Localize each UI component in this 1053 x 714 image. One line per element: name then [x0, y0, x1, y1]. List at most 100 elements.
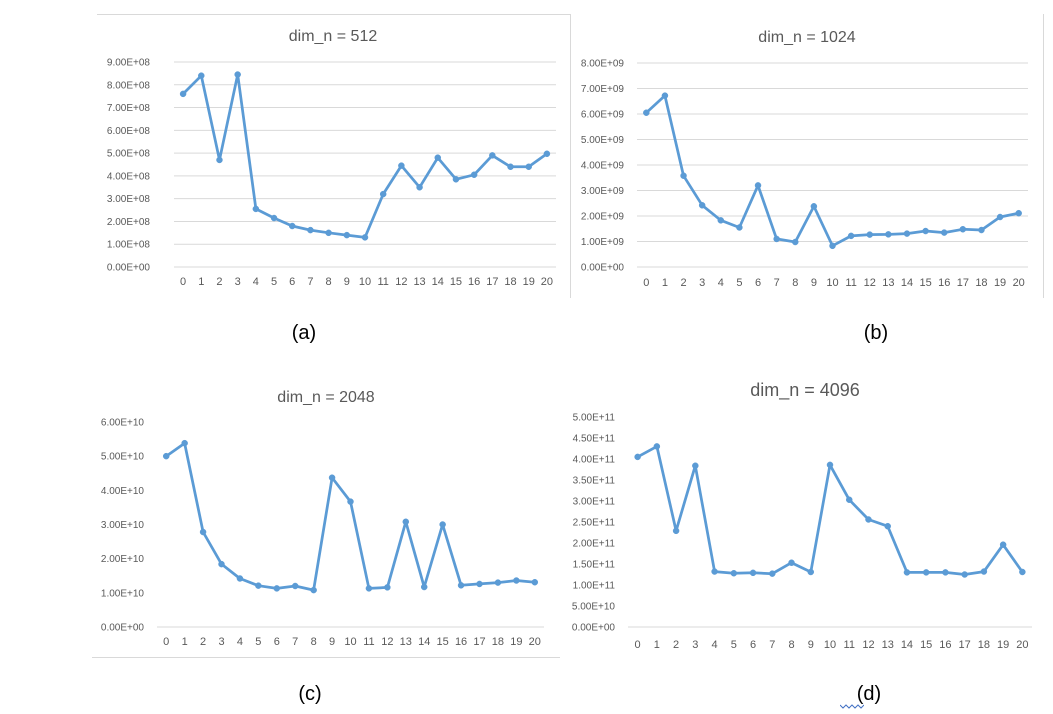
- x-tick-label: 20: [541, 276, 553, 288]
- x-tick-label: 0: [180, 276, 186, 288]
- x-tick-label: 11: [845, 277, 856, 289]
- caption-a: (a): [291, 322, 317, 344]
- x-tick-label: 4: [237, 636, 243, 648]
- data-point: [980, 568, 988, 575]
- data-point: [792, 238, 799, 246]
- y-tick-label: 3.00E+08: [107, 194, 151, 205]
- x-tick-label: 2: [673, 639, 679, 651]
- chart-svg-c: dim_n = 2048 0.00E+00 1.00E+10 2.00E+10 3.00…: [101, 389, 544, 648]
- data-point: [525, 163, 532, 171]
- data-point: [199, 528, 207, 536]
- data-point: [807, 568, 815, 576]
- data-point: [961, 571, 968, 578]
- x-tick-label: 8: [788, 639, 794, 651]
- data-point: [234, 71, 241, 78]
- x-tick-label: 7: [307, 276, 313, 288]
- x-tick-label: 12: [862, 639, 874, 651]
- chart-svg-b: dim_n = 1024 0.00E+00 1.00E+09 2.00E+09 3.00…: [581, 29, 1028, 289]
- data-point: [252, 205, 260, 213]
- y-tick-label: 0.00E+00: [101, 623, 145, 634]
- data-point: [922, 227, 929, 235]
- frame-line-bottom-c: [92, 657, 560, 658]
- data-point: [361, 234, 369, 241]
- chart-title: dim_n = 1024: [758, 29, 856, 46]
- chart-svg-d: dim_n = 4096 0.00E+00 5.00E+10 1.00E+11 1.50…: [572, 380, 1032, 651]
- x-tick-label: 3: [699, 277, 705, 289]
- x-tick-label: 19: [510, 636, 522, 648]
- y-tick-label: 7.00E+08: [107, 103, 151, 114]
- data-point: [922, 569, 930, 576]
- y-tick-label: 2.00E+11: [573, 539, 616, 550]
- data-point: [810, 203, 818, 210]
- x-tick-label: 10: [824, 639, 836, 651]
- x-tick-label: 13: [413, 276, 425, 288]
- y-tick-label: 2.00E+10: [101, 554, 145, 565]
- chart-panel-d: dim_n = 4096 0.00E+00 5.00E+10 1.00E+11 1.50…: [560, 368, 1043, 658]
- x-tick-label: 17: [957, 277, 969, 289]
- y-tick-label: 2.00E+09: [581, 212, 625, 223]
- y-tick-label: 1.50E+11: [573, 560, 616, 571]
- y-tick-label: 4.00E+10: [101, 486, 145, 497]
- caption-c: (c): [298, 683, 322, 705]
- data-point: [661, 92, 669, 99]
- data-point: [680, 172, 687, 179]
- x-tick-label: 11: [844, 639, 855, 651]
- data-point: [291, 582, 299, 590]
- y-tick-label: 5.00E+10: [101, 452, 145, 463]
- data-point: [379, 190, 387, 198]
- data-point: [457, 582, 465, 589]
- y-tick-label: 2.00E+08: [107, 217, 151, 228]
- data-point: [653, 443, 661, 450]
- x-tick-label: 20: [1013, 277, 1025, 289]
- y-tick-label: 7.00E+09: [581, 84, 625, 95]
- y-tick-label: 6.00E+08: [107, 126, 151, 137]
- data-point: [698, 202, 706, 209]
- data-point: [1019, 568, 1026, 576]
- x-tick-label: 6: [289, 276, 295, 288]
- x-tick-label: 17: [473, 636, 485, 648]
- y-tick-label: 4.00E+08: [107, 171, 151, 182]
- data-point: [866, 231, 873, 238]
- x-tick-label: 0: [635, 639, 641, 651]
- data-point: [398, 162, 405, 169]
- data-point: [730, 569, 738, 577]
- data-point: [959, 226, 967, 233]
- chart-title: dim_n = 2048: [277, 389, 375, 406]
- y-tick-label: 6.00E+10: [101, 418, 145, 429]
- data-point: [717, 217, 725, 224]
- data-point: [273, 585, 281, 592]
- data-point: [845, 496, 853, 503]
- data-point: [439, 521, 446, 528]
- x-tick-label: 15: [920, 639, 932, 651]
- data-point: [384, 584, 391, 591]
- x-tick-label: 5: [736, 277, 742, 289]
- x-tick-label: 14: [418, 636, 430, 648]
- x-tick-label: 18: [504, 276, 516, 288]
- data-point: [788, 559, 795, 566]
- x-tick-label: 0: [643, 277, 649, 289]
- x-tick-label: 2: [200, 636, 206, 648]
- y-tick-label: 0.00E+00: [581, 263, 625, 274]
- x-tick-label: 13: [400, 636, 412, 648]
- x-tick-label: 20: [529, 636, 541, 648]
- x-tick-label: 17: [959, 639, 971, 651]
- x-tick-label: 13: [882, 639, 894, 651]
- data-point: [288, 222, 296, 230]
- x-tick-label: 11: [363, 636, 374, 648]
- x-tick-label: 7: [292, 636, 298, 648]
- data-point: [420, 583, 428, 591]
- data-point: [996, 213, 1004, 221]
- data-point: [543, 150, 551, 158]
- x-tick-label: 4: [712, 639, 718, 651]
- x-tick-label: 10: [359, 276, 371, 288]
- x-tick-label: 13: [882, 277, 894, 289]
- data-point: [942, 569, 949, 576]
- y-tick-label: 4.00E+11: [573, 455, 616, 466]
- y-tick-label: 4.50E+11: [573, 434, 616, 445]
- data-point: [402, 518, 410, 526]
- x-tick-label: 15: [919, 277, 931, 289]
- data-point: [884, 522, 891, 530]
- x-tick-label: 16: [939, 639, 951, 651]
- y-tick-label: 9.00E+08: [107, 58, 151, 69]
- x-tick-label: 14: [901, 639, 913, 651]
